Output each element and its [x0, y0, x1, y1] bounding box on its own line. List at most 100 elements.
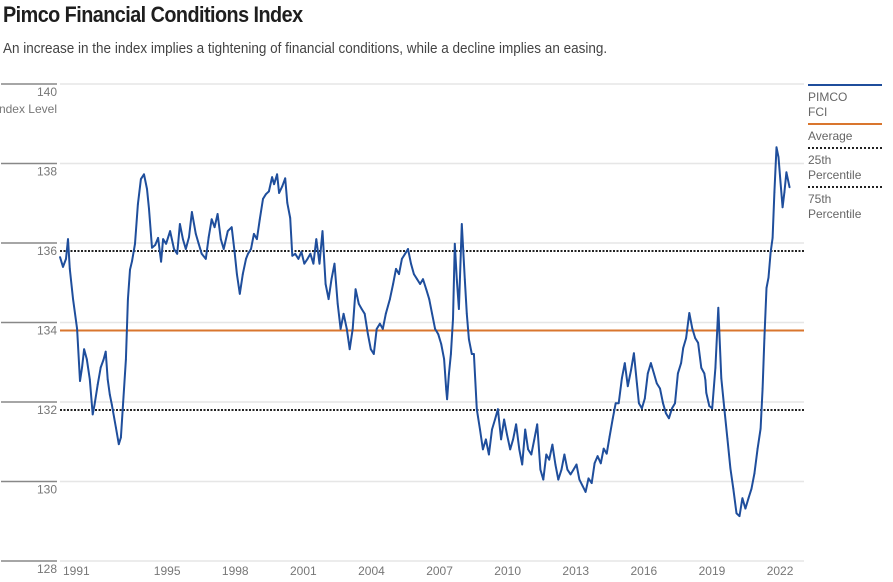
data-point — [465, 312, 468, 315]
data-point — [621, 377, 623, 380]
data-point — [773, 191, 776, 194]
data-point — [720, 377, 723, 380]
data-point — [578, 478, 581, 481]
data-point — [708, 405, 711, 407]
data-point — [662, 402, 664, 405]
data-point — [315, 238, 318, 241]
data-point — [258, 218, 261, 221]
data-point — [494, 418, 496, 421]
data-point — [650, 362, 652, 364]
data-point — [460, 223, 463, 225]
data-point — [729, 467, 732, 470]
data-point — [367, 333, 369, 335]
data-point — [705, 392, 708, 394]
data-point — [184, 248, 187, 250]
y-tick-label: 130 — [37, 483, 57, 497]
data-point — [596, 455, 599, 457]
data-point — [140, 178, 142, 181]
x-tick-label: 2022 — [767, 564, 794, 578]
data-point — [372, 353, 375, 355]
data-point — [491, 428, 493, 431]
data-point — [96, 383, 99, 386]
data-point — [125, 358, 127, 361]
data-point — [536, 423, 539, 426]
data-point — [173, 248, 175, 250]
data-point — [431, 312, 433, 315]
data-point — [117, 443, 120, 446]
legend-label: Average — [808, 129, 853, 143]
data-point — [781, 206, 784, 209]
data-point — [587, 477, 590, 480]
data-point — [756, 447, 759, 450]
legend-swatch — [808, 147, 882, 149]
data-point — [303, 262, 306, 265]
data-point — [398, 273, 400, 275]
data-point — [653, 372, 655, 375]
data-point — [213, 226, 216, 229]
data-point — [788, 186, 791, 189]
data-point — [348, 348, 351, 351]
data-point — [503, 418, 505, 421]
data-point — [646, 372, 649, 375]
legend: PIMCO FCI Average 25th Percentile 75th Percent… — [808, 84, 882, 225]
data-point — [677, 372, 679, 375]
data-point — [230, 226, 233, 229]
data-point — [197, 242, 200, 245]
data-point — [271, 176, 273, 179]
data-point — [726, 437, 729, 440]
data-point — [160, 260, 163, 263]
data-point — [207, 236, 210, 239]
data-point — [453, 242, 456, 245]
data-point — [563, 453, 566, 456]
series-layer — [59, 146, 791, 518]
data-point — [182, 238, 184, 241]
x-tick-label: 2004 — [358, 564, 385, 578]
x-tick-label: 2019 — [699, 564, 726, 578]
data-point — [236, 273, 238, 275]
data-point — [110, 403, 113, 406]
legend-label: Percentile — [808, 168, 862, 182]
data-point — [633, 352, 635, 355]
data-point — [425, 288, 428, 291]
data-point — [497, 408, 499, 411]
data-point — [233, 252, 236, 255]
data-point — [655, 382, 658, 385]
data-point — [179, 223, 181, 225]
data-point — [777, 156, 780, 159]
data-point — [775, 146, 778, 149]
data-point — [674, 402, 676, 405]
data-point — [129, 268, 131, 271]
data-point — [554, 463, 557, 466]
data-point — [450, 353, 452, 355]
data-point — [445, 388, 448, 391]
data-point — [584, 491, 587, 493]
data-point — [99, 366, 102, 369]
data-point — [763, 337, 766, 339]
data-point — [157, 237, 160, 239]
data-point — [351, 328, 354, 330]
data-point — [599, 462, 602, 465]
data-point — [455, 278, 458, 281]
data-point — [688, 312, 691, 314]
data-point — [291, 254, 294, 257]
data-point — [626, 385, 629, 388]
data-point — [479, 428, 481, 431]
data-point — [566, 468, 569, 471]
data-point — [286, 202, 289, 204]
data-point — [321, 230, 324, 233]
data-point — [659, 387, 661, 390]
data-point — [434, 328, 436, 330]
data-point — [401, 258, 403, 260]
x-tick-label: 2001 — [290, 564, 317, 578]
data-point — [363, 312, 366, 315]
y-tick-label: 140 — [37, 85, 57, 99]
data-point — [216, 213, 219, 215]
data-point — [468, 338, 470, 341]
data-point — [318, 262, 321, 265]
data-point — [691, 327, 694, 329]
data-point — [191, 211, 193, 213]
data-point — [685, 337, 687, 339]
data-point — [440, 343, 443, 345]
data-point — [76, 328, 78, 330]
x-tick-label: 2007 — [426, 564, 453, 578]
